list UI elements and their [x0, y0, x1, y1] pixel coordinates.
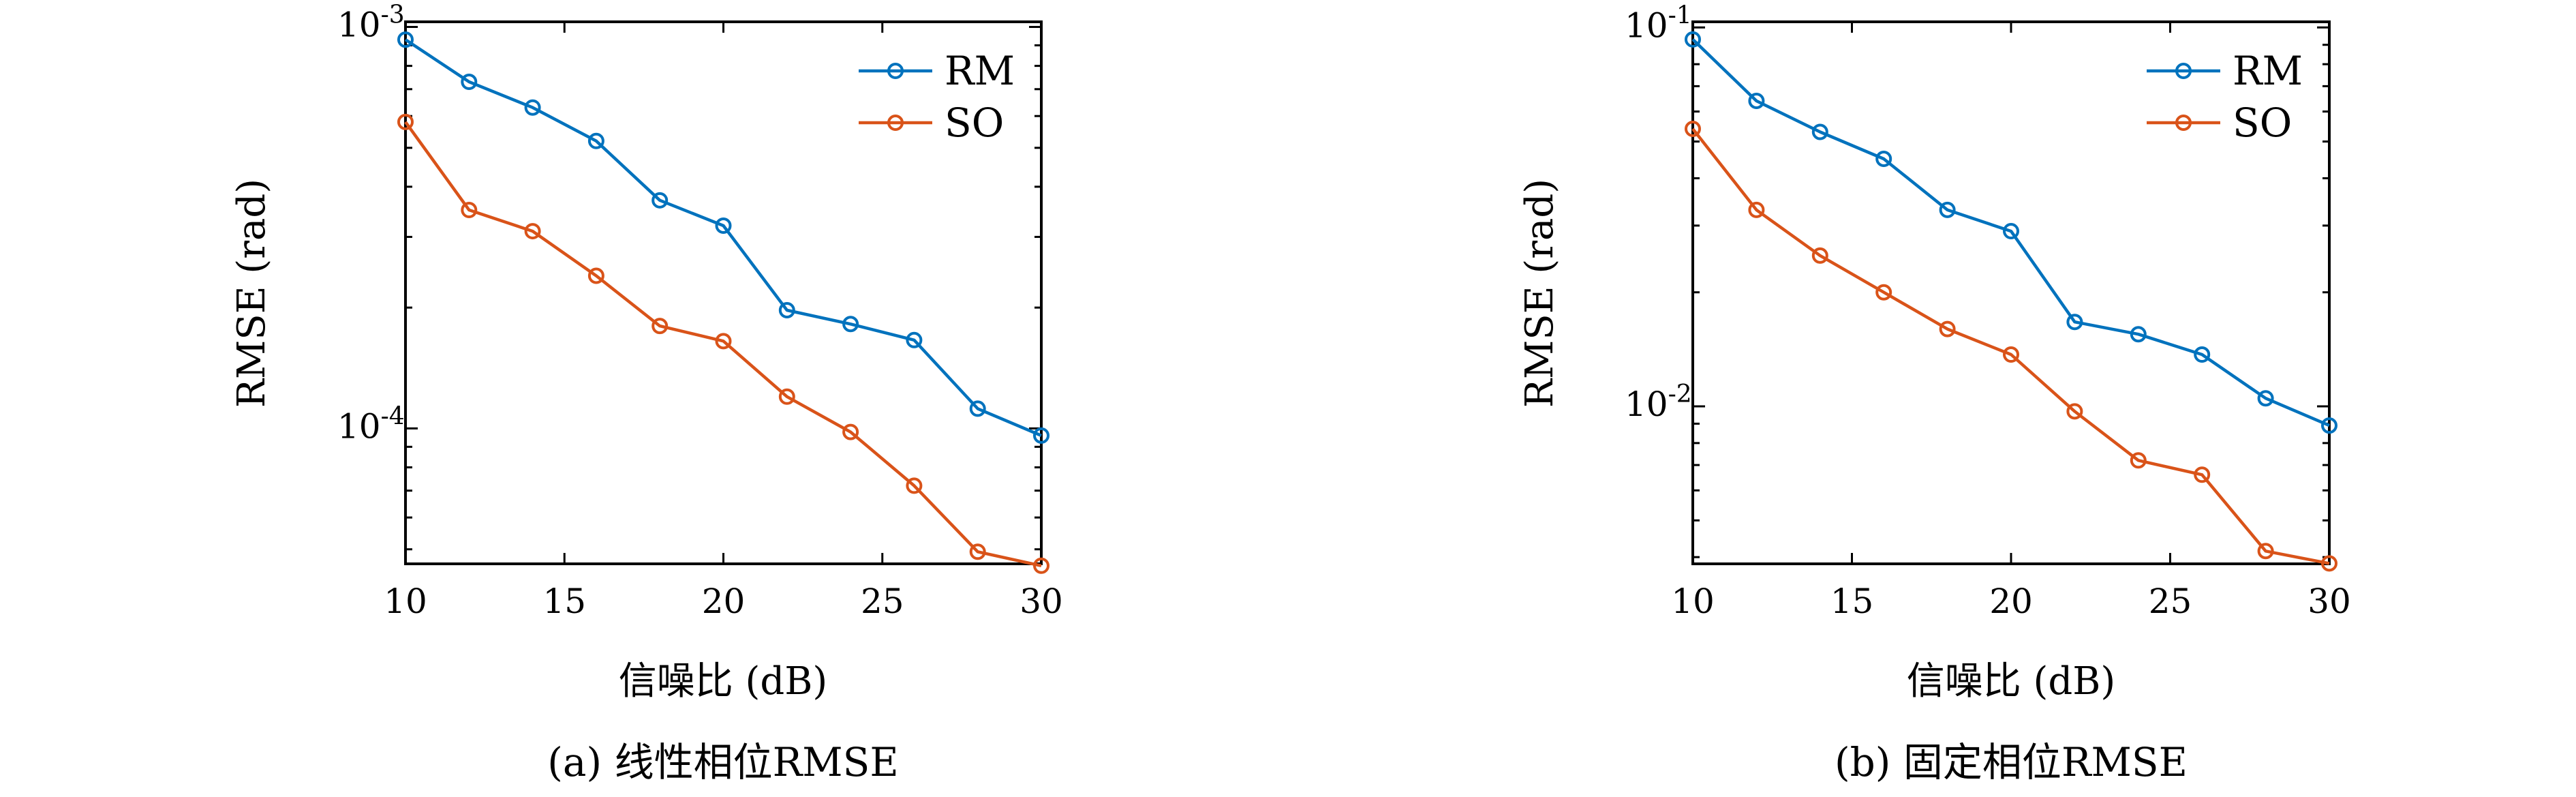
series-line-rm: [404, 38, 1042, 437]
data-point-rm: [397, 31, 414, 48]
data-point-so: [969, 543, 986, 560]
y-tick-label: 10-2: [1625, 380, 1692, 424]
chart-b-ylabel: RMSE (rad): [1518, 179, 1562, 408]
legend-marker-rm: [2175, 63, 2192, 79]
data-point-so: [2130, 452, 2147, 469]
legend-label-rm: RM: [2233, 48, 2303, 94]
data-point-so: [906, 477, 923, 494]
series-line-so: [1691, 127, 2330, 565]
legend-label-so: SO: [945, 100, 1004, 146]
chart-a-ylabel: RMSE (rad): [230, 179, 274, 408]
y-tick-label: 10-3: [337, 1, 405, 45]
data-point-rm: [1875, 151, 1892, 168]
legend-marker-so: [2175, 115, 2192, 131]
data-point-rm: [524, 99, 541, 116]
data-point-so: [715, 333, 732, 350]
x-tick-label: 30: [1019, 582, 1063, 621]
data-point-rm: [715, 217, 732, 234]
x-tick-label: 15: [1830, 582, 1874, 621]
y-tick-label: 10-4: [337, 402, 405, 446]
data-point-so: [587, 267, 604, 284]
chart-a-series-layer: [397, 31, 1049, 574]
data-point-so: [651, 318, 669, 335]
x-tick-label: 25: [2149, 582, 2192, 621]
legend-label-rm: RM: [945, 48, 1015, 94]
x-tick-label: 20: [702, 582, 746, 621]
data-point-rm: [2257, 390, 2274, 407]
data-point-so: [524, 223, 541, 240]
data-point-so: [2003, 346, 2019, 363]
x-tick-label: 10: [1671, 582, 1715, 621]
data-point-so: [842, 423, 859, 440]
data-point-so: [778, 388, 795, 405]
data-point-rm: [969, 400, 986, 417]
data-point-rm: [1939, 201, 1956, 218]
chart-b: 10 15 20 25 30 10-110-2 信噪比 (dB) RMSE (rad) …: [1518, 1, 2351, 785]
chart-a-yticks: 10-3 10-4: [337, 1, 1041, 551]
legend-marker-rm: [887, 63, 904, 79]
data-point-so: [2066, 403, 2083, 420]
data-point-rm: [1811, 123, 1828, 140]
data-point-rm: [461, 74, 478, 91]
data-point-so: [1811, 247, 1828, 264]
data-point-so: [1033, 557, 1049, 574]
chart-b-series-layer: [1685, 31, 2337, 572]
chart-a-caption: (a) 线性相位RMSE: [547, 739, 898, 785]
y-tick-label: 10-1: [1625, 1, 1692, 45]
chart-a-legend: RM SO: [859, 48, 1015, 146]
data-point-rm: [651, 192, 669, 209]
chart-b-xticks: 10 15 20 25 30: [1671, 22, 2351, 621]
chart-b-caption: (b) 固定相位RMSE: [1835, 739, 2188, 785]
data-point-so: [2321, 555, 2337, 572]
series-line-rm: [1691, 38, 2330, 427]
data-point-rm: [1748, 93, 1765, 110]
chart-a-xlabel: 信噪比 (dB): [619, 659, 828, 704]
legend-label-so: SO: [2233, 100, 2292, 146]
data-point-rm: [587, 132, 604, 149]
data-point-rm: [2321, 417, 2337, 434]
data-point-so: [397, 113, 414, 130]
data-point-so: [2194, 466, 2211, 483]
data-point-rm: [842, 316, 859, 333]
chart-b-xlabel: 信噪比 (dB): [1907, 659, 2116, 704]
data-point-rm: [2003, 223, 2019, 240]
data-point-so: [2257, 543, 2274, 560]
data-point-rm: [2066, 314, 2083, 331]
legend-marker-so: [887, 115, 904, 131]
x-tick-label: 30: [2307, 582, 2351, 621]
x-tick-label: 10: [384, 582, 427, 621]
chart-b-yticks: 10-1 10-2: [1625, 1, 2329, 558]
data-point-rm: [778, 302, 795, 319]
chart-b-legend: RM SO: [2147, 48, 2303, 146]
data-point-so: [1939, 320, 1956, 337]
x-tick-label: 20: [1989, 582, 2033, 621]
data-point-rm: [1685, 31, 1701, 48]
data-point-so: [1685, 121, 1701, 138]
data-point-so: [1875, 284, 1892, 301]
data-point-rm: [2130, 326, 2147, 343]
data-point-rm: [906, 331, 923, 348]
data-point-so: [461, 202, 478, 219]
x-tick-label: 15: [542, 582, 586, 621]
series-line-so: [404, 121, 1042, 567]
x-tick-label: 25: [861, 582, 904, 621]
data-point-rm: [2194, 346, 2211, 363]
data-point-so: [1748, 201, 1765, 218]
chart-a: 10 15 20 25 30 10-310-4 信噪比 (dB) RMSE (rad) …: [230, 1, 1063, 785]
data-point-rm: [1033, 427, 1049, 444]
